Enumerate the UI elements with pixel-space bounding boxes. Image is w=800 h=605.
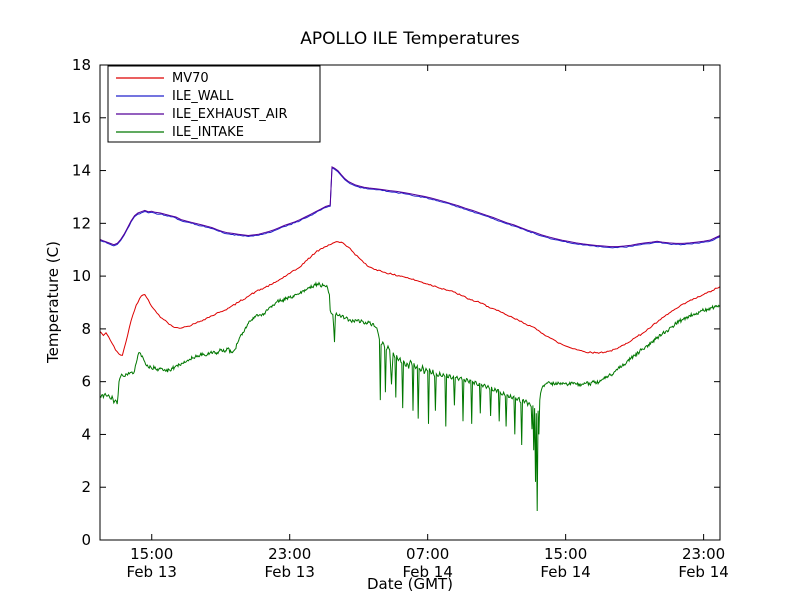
- series-line-ile_exhaust_air: [99, 166, 721, 248]
- x-tick-label-time: 23:00: [682, 545, 725, 563]
- y-tick-label: 4: [81, 425, 91, 443]
- y-tick-label: 12: [72, 214, 91, 232]
- y-tick-label: 6: [81, 373, 91, 391]
- legend-box: [107, 65, 321, 143]
- legend-label-ile-intake: ILE_INTAKE: [172, 125, 244, 140]
- x-tick-label-time: 07:00: [406, 545, 449, 563]
- series-line-ile_intake: [99, 281, 721, 512]
- y-axis-label: Temperature (C): [44, 241, 62, 364]
- x-tick-label-time: 15:00: [544, 545, 587, 563]
- legend-label-ile-wall: ILE_WALL: [172, 89, 234, 104]
- chart-title: APOLLO ILE Temperatures: [300, 29, 520, 49]
- series-line-mv70: [99, 241, 721, 356]
- x-tick-label-time: 15:00: [130, 545, 173, 563]
- y-tick-label: 16: [72, 109, 91, 127]
- legend: MV70 ILE_WALL ILE_EXHAUST_AIR ILE_INTAKE: [107, 65, 321, 143]
- x-tick-label-date: Feb 13: [264, 563, 314, 581]
- y-tick-label: 18: [72, 56, 91, 74]
- y-tick-label: 0: [81, 531, 91, 549]
- plot-area-border: [99, 64, 721, 541]
- x-tick-label-date: Feb 14: [402, 563, 452, 581]
- x-tick-label-date: Feb 14: [678, 563, 728, 581]
- series-line-ile_wall: [99, 167, 721, 249]
- legend-label-ile-exhaust-air: ILE_EXHAUST_AIR: [172, 107, 288, 122]
- x-axis-label: Date (GMT): [367, 575, 453, 593]
- x-tick-label-time: 23:00: [268, 545, 311, 563]
- y-tick-label: 8: [81, 320, 91, 338]
- legend-label-mv70: MV70: [172, 71, 209, 86]
- y-tick-label: 2: [81, 478, 91, 496]
- plot-series: [99, 166, 721, 512]
- y-tick-label: 10: [72, 267, 91, 285]
- y-tick-label: 14: [72, 162, 91, 180]
- x-tick-label-date: Feb 14: [540, 563, 590, 581]
- x-tick-label-date: Feb 13: [127, 563, 177, 581]
